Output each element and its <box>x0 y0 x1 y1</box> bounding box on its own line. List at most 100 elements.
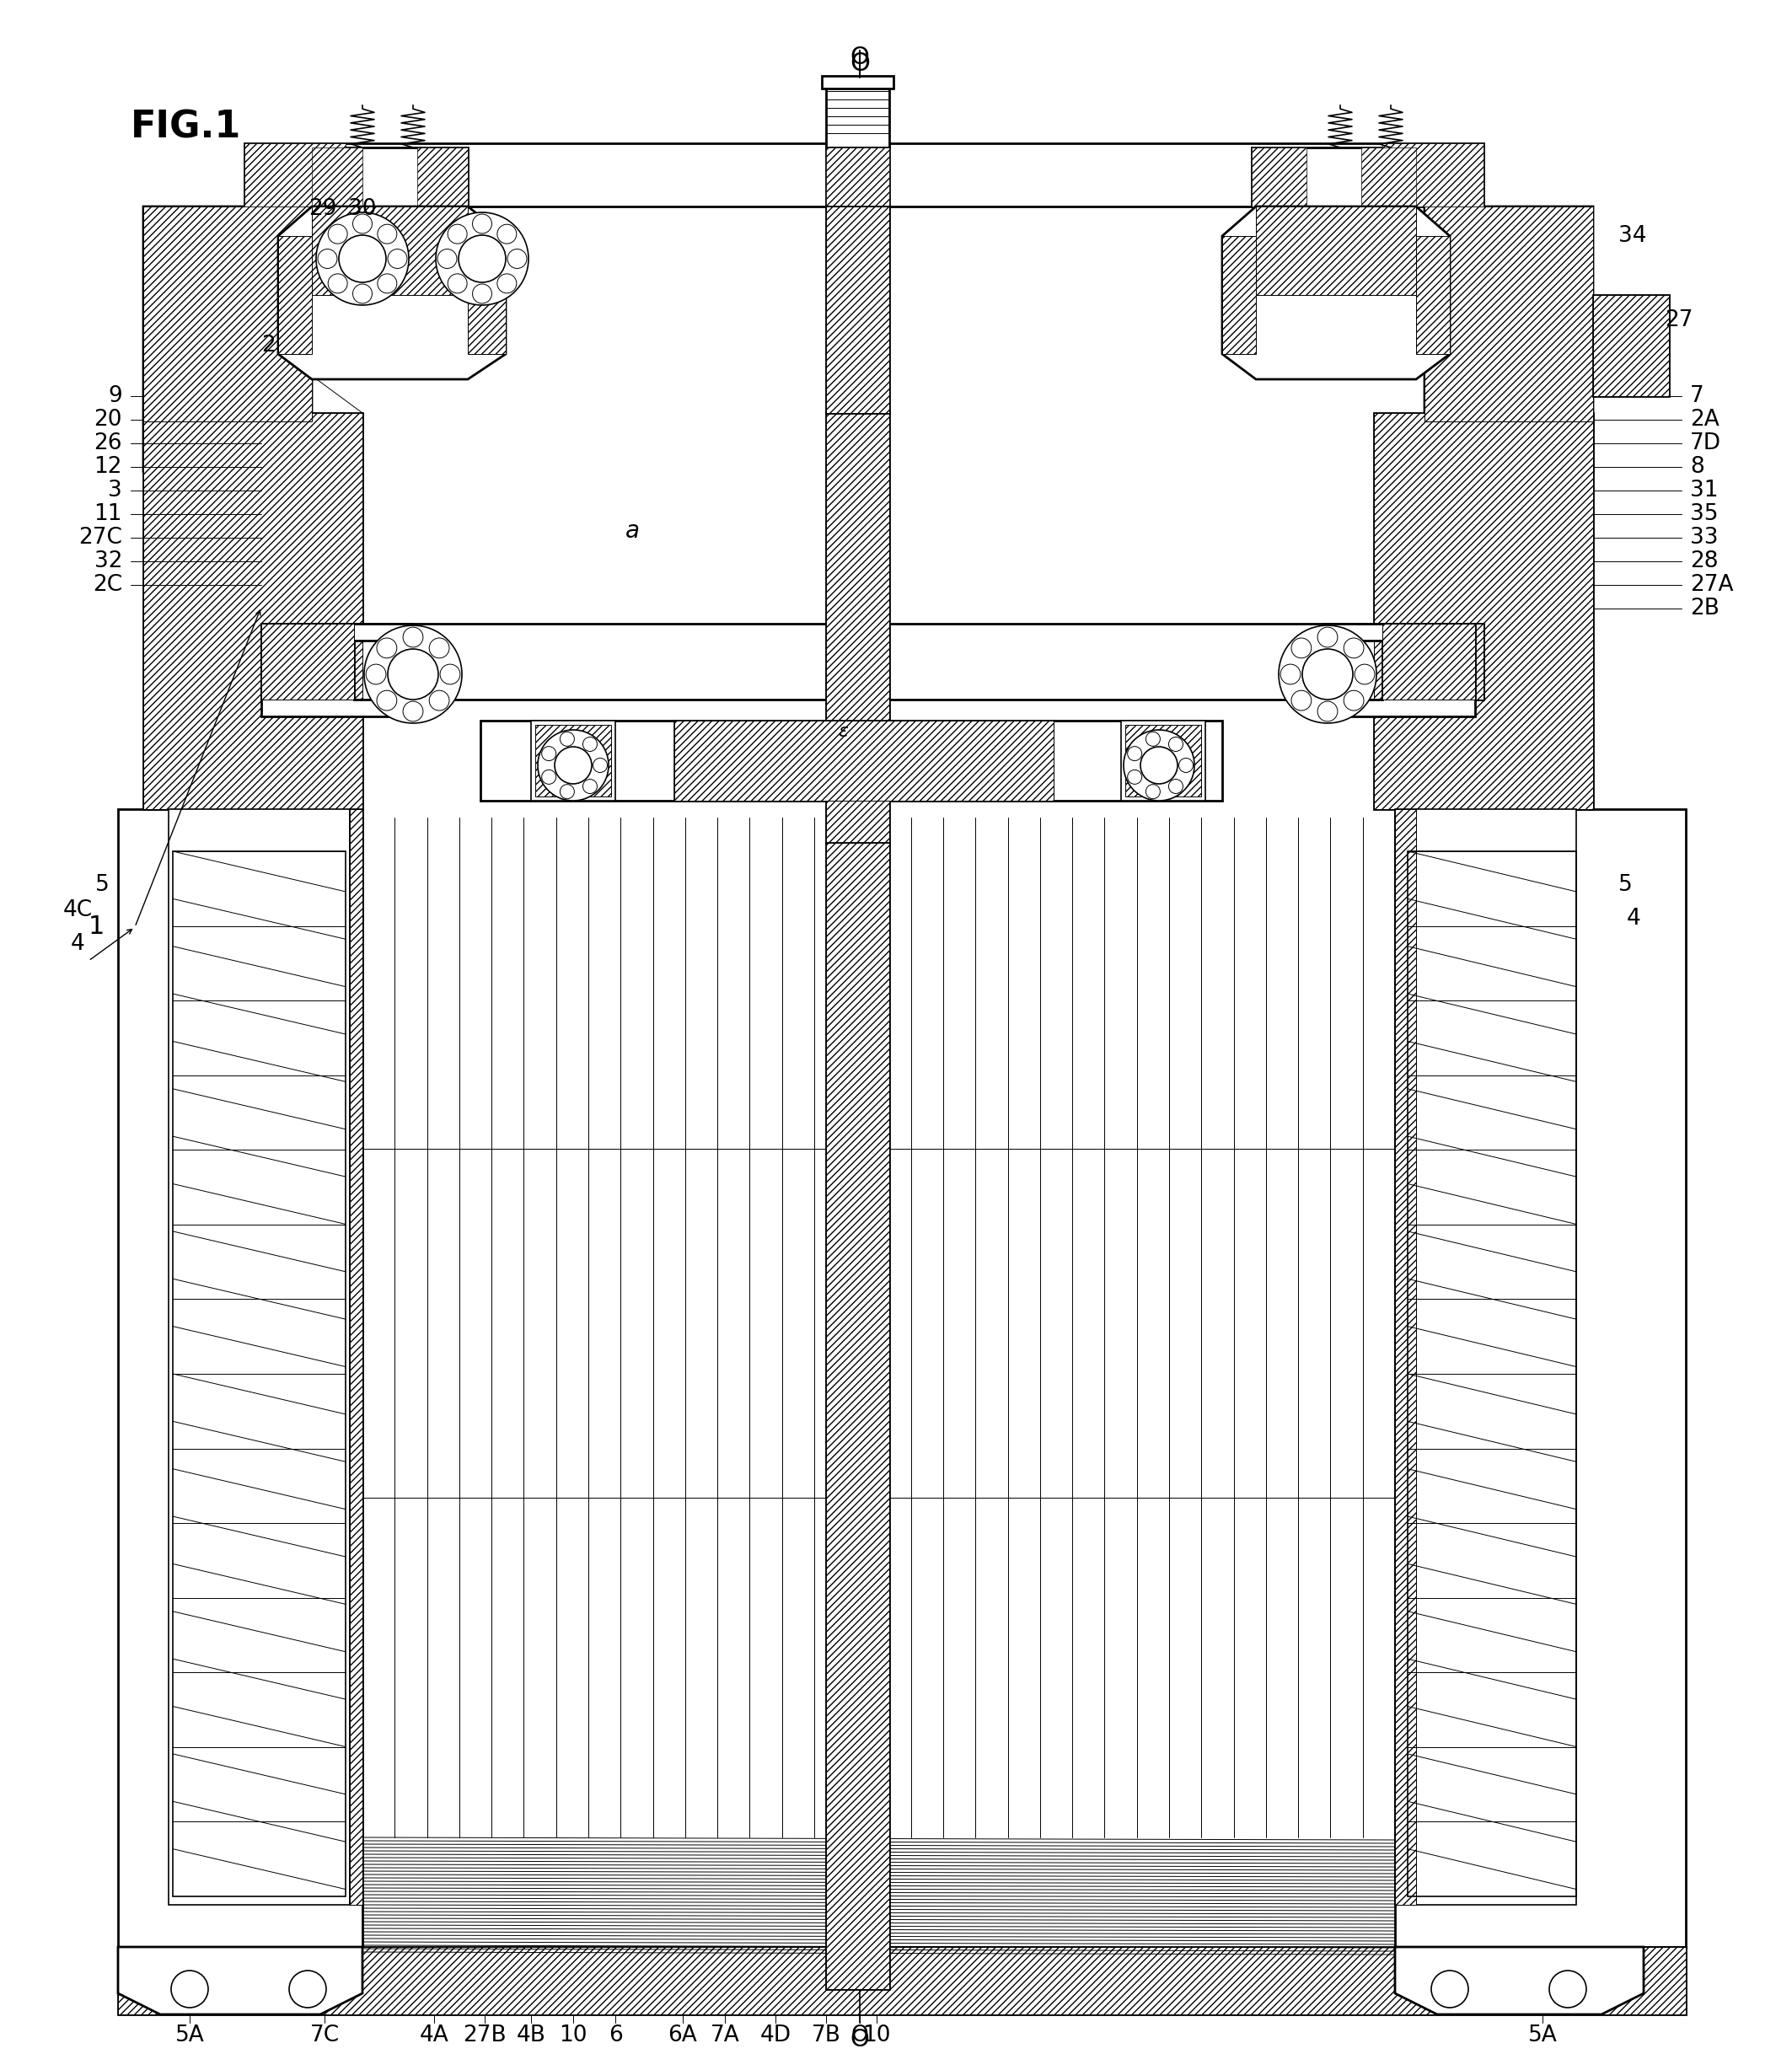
Circle shape <box>1168 778 1183 793</box>
Circle shape <box>1317 700 1337 721</box>
Polygon shape <box>1593 296 1668 396</box>
Polygon shape <box>143 207 312 421</box>
Circle shape <box>435 212 529 306</box>
Polygon shape <box>826 842 889 1988</box>
Polygon shape <box>1416 809 1577 1904</box>
Circle shape <box>496 273 516 294</box>
Circle shape <box>459 234 505 281</box>
Text: 2: 2 <box>262 335 276 357</box>
Circle shape <box>1179 758 1193 772</box>
Polygon shape <box>1362 148 1416 207</box>
Circle shape <box>1140 748 1177 785</box>
Text: 35: 35 <box>1690 503 1719 526</box>
Text: 9: 9 <box>108 386 122 407</box>
Polygon shape <box>349 809 362 1904</box>
Polygon shape <box>1222 236 1256 353</box>
Polygon shape <box>468 236 505 353</box>
Polygon shape <box>530 721 615 801</box>
Text: O: O <box>849 45 869 70</box>
Polygon shape <box>1394 1947 1643 2015</box>
Text: ε: ε <box>839 723 848 739</box>
Circle shape <box>170 1970 208 2007</box>
Polygon shape <box>168 809 349 1904</box>
Circle shape <box>1292 690 1312 711</box>
Circle shape <box>1292 639 1312 657</box>
Circle shape <box>1127 770 1142 785</box>
Polygon shape <box>826 84 889 148</box>
Text: 27B: 27B <box>462 2025 507 2046</box>
Circle shape <box>582 737 597 752</box>
Text: 8: 8 <box>1690 456 1704 479</box>
Polygon shape <box>1394 809 1686 1947</box>
Text: 7A: 7A <box>710 2025 740 2046</box>
Circle shape <box>317 249 337 269</box>
Circle shape <box>1124 729 1195 801</box>
Text: O: O <box>849 2027 869 2052</box>
Text: 7C: 7C <box>310 2025 339 2046</box>
Polygon shape <box>1374 413 1593 809</box>
Circle shape <box>364 624 462 723</box>
Circle shape <box>1145 731 1159 746</box>
Polygon shape <box>1382 144 1484 207</box>
Polygon shape <box>262 624 412 717</box>
Polygon shape <box>1251 148 1416 207</box>
Polygon shape <box>1322 624 1475 717</box>
Circle shape <box>1344 639 1364 657</box>
Text: 4: 4 <box>70 933 84 955</box>
Text: 27A: 27A <box>1690 573 1733 596</box>
Polygon shape <box>826 148 889 207</box>
Circle shape <box>1127 746 1142 760</box>
Circle shape <box>507 249 527 269</box>
Circle shape <box>328 273 348 294</box>
Circle shape <box>541 746 556 760</box>
Polygon shape <box>1222 207 1450 380</box>
Text: O: O <box>849 51 869 76</box>
Text: 5A: 5A <box>1529 2025 1557 2046</box>
Circle shape <box>473 214 491 234</box>
Text: 28: 28 <box>1690 550 1719 573</box>
Polygon shape <box>1382 624 1475 700</box>
Polygon shape <box>826 207 889 413</box>
Text: 26: 26 <box>93 433 122 454</box>
Polygon shape <box>826 842 889 1988</box>
Text: 3: 3 <box>108 479 122 501</box>
Polygon shape <box>674 721 1054 801</box>
Circle shape <box>289 1970 326 2007</box>
Text: 34: 34 <box>1618 226 1647 246</box>
Circle shape <box>538 729 609 801</box>
Text: 4: 4 <box>1627 908 1641 930</box>
Polygon shape <box>826 413 889 842</box>
Circle shape <box>430 639 450 657</box>
Text: 33: 33 <box>1690 526 1719 548</box>
Circle shape <box>441 663 461 684</box>
Text: 4D: 4D <box>760 2025 790 2046</box>
Text: 27C: 27C <box>79 526 122 548</box>
Circle shape <box>1303 649 1353 700</box>
Polygon shape <box>143 413 362 809</box>
Circle shape <box>561 731 573 746</box>
Circle shape <box>376 690 396 711</box>
Circle shape <box>448 273 468 294</box>
Polygon shape <box>118 809 362 1947</box>
Circle shape <box>339 234 385 281</box>
Text: 30: 30 <box>348 197 376 220</box>
Polygon shape <box>1394 809 1416 1904</box>
Polygon shape <box>1425 207 1593 421</box>
Text: 1: 1 <box>88 914 106 939</box>
Text: 12: 12 <box>93 456 122 479</box>
Polygon shape <box>1251 148 1306 207</box>
Polygon shape <box>418 148 468 207</box>
Text: 6: 6 <box>607 2025 622 2046</box>
Text: FIG.1: FIG.1 <box>131 109 242 146</box>
Polygon shape <box>1374 413 1593 809</box>
Polygon shape <box>1593 296 1668 396</box>
Circle shape <box>561 785 573 799</box>
Polygon shape <box>823 76 894 88</box>
Circle shape <box>473 283 491 304</box>
Text: 4A: 4A <box>419 2025 448 2046</box>
Text: 7D: 7D <box>1690 433 1720 454</box>
Circle shape <box>1344 690 1364 711</box>
Text: 5A: 5A <box>176 2025 204 2046</box>
Text: 7B: 7B <box>812 2025 840 2046</box>
Polygon shape <box>674 721 1054 801</box>
